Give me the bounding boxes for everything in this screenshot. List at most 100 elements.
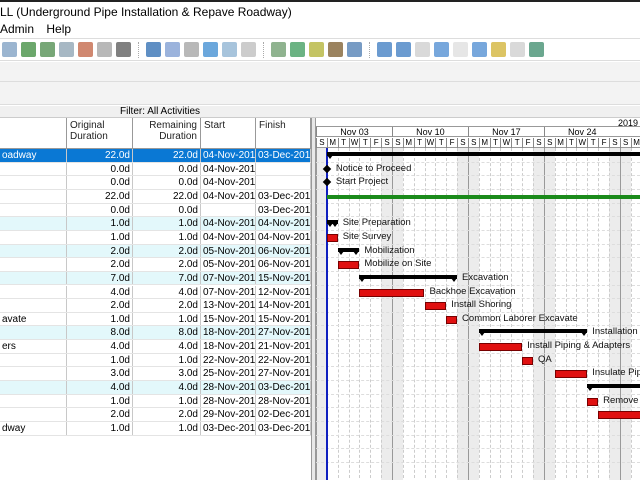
summary-bar	[587, 384, 640, 389]
table-row[interactable]: 4.0d 4.0d 07-Nov-2019 12-Nov-2019	[0, 285, 311, 300]
cell-orig: 4.0d	[67, 381, 133, 394]
cell-name	[0, 217, 67, 230]
day-letter: S	[316, 138, 327, 148]
table-row[interactable]: 1.0d 1.0d 28-Nov-2019 28-Nov-2019	[0, 394, 311, 409]
grid-line	[435, 148, 437, 480]
col-header-finish[interactable]: Finish	[256, 118, 311, 149]
cell-rem: 1.0d	[133, 422, 201, 435]
toolbar-icon[interactable]	[472, 42, 487, 57]
toolbar-icon[interactable]	[415, 42, 430, 57]
bar-label: Notice to Proceed	[335, 162, 412, 174]
table-row[interactable]: 2.0d 2.0d 05-Nov-2019 06-Nov-2019	[0, 244, 311, 259]
table-row[interactable]: 2.0d 2.0d 05-Nov-2019 06-Nov-2019	[0, 258, 311, 272]
summary-end	[337, 250, 344, 258]
table-row[interactable]: 7.0d 7.0d 07-Nov-2019 15-Nov-2019	[0, 271, 311, 286]
toolbar-icon[interactable]	[222, 42, 237, 57]
toolbar-icon[interactable]	[116, 42, 131, 57]
table-row[interactable]: dway 1.0d 1.0d 03-Dec-2019 03-Dec-2019	[0, 422, 311, 436]
table-row[interactable]: 1.0d 1.0d 04-Nov-2019 04-Nov-2019	[0, 230, 311, 245]
toolbar-icon[interactable]	[491, 42, 506, 57]
toolbar-icon[interactable]	[40, 42, 55, 57]
toolbar-icon[interactable]	[203, 42, 218, 57]
cell-finish: 06-Nov-2019	[258, 244, 311, 258]
table-row[interactable]: 1.0d 1.0d 22-Nov-2019 22-Nov-2019	[0, 353, 311, 368]
toolbar-icon[interactable]	[347, 42, 362, 57]
table-row[interactable]: 0.0d 0.0d 03-Dec-2019	[0, 203, 311, 218]
cell-finish: 03-Dec-2019	[258, 203, 311, 217]
table-row[interactable]: ers 4.0d 4.0d 18-Nov-2019 21-Nov-2019	[0, 340, 311, 354]
filter-bar: Filter: All Activities	[0, 106, 640, 118]
col-header-original-duration[interactable]: Original Duration	[67, 118, 133, 149]
toolbar-icon[interactable]	[165, 42, 180, 57]
table-row[interactable]: 0.0d 0.0d 04-Nov-2019	[0, 162, 311, 177]
toolbar-icon[interactable]	[328, 42, 343, 57]
toolbar-icon[interactable]	[434, 42, 449, 57]
weekend-shade	[467, 148, 479, 480]
menu-help[interactable]: Help	[46, 22, 72, 36]
day-letter: M	[478, 138, 490, 148]
col-header-remaining-duration[interactable]: Remaining Duration	[133, 118, 201, 149]
row-line	[316, 161, 640, 163]
table-row[interactable]: 8.0d 8.0d 18-Nov-2019 27-Nov-2019	[0, 326, 311, 341]
grid-line	[511, 148, 513, 480]
cell-name	[0, 326, 67, 340]
table-row[interactable]: 1.0d 1.0d 04-Nov-2019 04-Nov-2019	[0, 217, 311, 231]
cell-orig: 1.0d	[67, 422, 133, 435]
toolbar-icon[interactable]	[184, 42, 199, 57]
task-bar	[446, 315, 458, 324]
bar-label: Mobilize on Site	[364, 258, 432, 270]
toolbar-icon[interactable]	[59, 42, 74, 57]
weekend-shade	[316, 148, 327, 480]
toolbar-icon[interactable]	[290, 42, 305, 57]
task-bar	[598, 411, 640, 420]
col-header-start[interactable]: Start	[201, 118, 256, 149]
toolbar-icon[interactable]	[21, 42, 36, 57]
col-header-name[interactable]	[0, 118, 67, 149]
table-row[interactable]: 2.0d 2.0d 29-Nov-2019 02-Dec-2019	[0, 408, 311, 422]
table-row[interactable]: 22.0d 22.0d 04-Nov-2019 03-Dec-2019	[0, 189, 311, 204]
row-line	[316, 339, 640, 341]
toolbar-icon[interactable]	[453, 42, 468, 57]
summary-end	[359, 277, 366, 285]
toolbar-icon[interactable]	[377, 42, 392, 57]
table-row[interactable]: avate 1.0d 1.0d 15-Nov-2019 15-Nov-2019	[0, 312, 311, 327]
pane-splitter[interactable]	[311, 118, 316, 480]
toolbar-band	[0, 82, 640, 105]
cell-start: 18-Nov-2019	[203, 326, 256, 340]
summary-end	[331, 223, 338, 230]
toolbar-icon[interactable]	[2, 42, 17, 57]
cell-rem: 2.0d	[133, 244, 201, 258]
toolbar-icon[interactable]	[241, 42, 256, 57]
grid-line	[381, 148, 383, 480]
cell-finish: 03-Dec-2019	[258, 381, 311, 394]
row-line	[316, 298, 640, 300]
weekend-shade	[543, 148, 555, 480]
table-row[interactable]: oadway 22.0d 22.0d 04-Nov-2019 03-Dec-2019	[0, 149, 311, 163]
table-row[interactable]: 0.0d 0.0d 04-Nov-2019	[0, 176, 311, 190]
cell-start: 25-Nov-2019	[203, 367, 256, 381]
cell-orig: 1.0d	[67, 353, 133, 367]
toolbar-icon[interactable]	[78, 42, 93, 57]
bar-label: Remove Sh	[603, 394, 640, 406]
day-letter: F	[370, 138, 381, 148]
toolbar-icon[interactable]	[97, 42, 112, 57]
toolbar-icon[interactable]	[309, 42, 324, 57]
cell-name	[0, 230, 67, 244]
table-row[interactable]: 3.0d 3.0d 25-Nov-2019 27-Nov-2019	[0, 367, 311, 382]
toolbar-icon[interactable]	[510, 42, 525, 57]
table-row[interactable]: 2.0d 2.0d 13-Nov-2019 14-Nov-2019	[0, 299, 311, 313]
grid-line	[533, 148, 534, 480]
cell-rem: 22.0d	[133, 189, 201, 203]
toolbar-icon[interactable]	[529, 42, 544, 57]
toolbar-icon[interactable]	[146, 42, 161, 57]
table-row[interactable]: 4.0d 4.0d 28-Nov-2019 03-Dec-2019	[0, 381, 311, 395]
cell-start: 04-Nov-2019	[203, 162, 256, 176]
cell-finish: 22-Nov-2019	[258, 353, 311, 367]
menu-admin[interactable]: Admin	[0, 22, 35, 36]
toolbar-icon[interactable]	[271, 42, 286, 57]
toolbar-icon[interactable]	[396, 42, 411, 57]
day-letter: T	[511, 138, 522, 148]
cell-start: 04-Nov-2019	[203, 217, 256, 230]
day-letter: T	[565, 138, 577, 148]
cell-finish: 21-Nov-2019	[258, 340, 311, 353]
